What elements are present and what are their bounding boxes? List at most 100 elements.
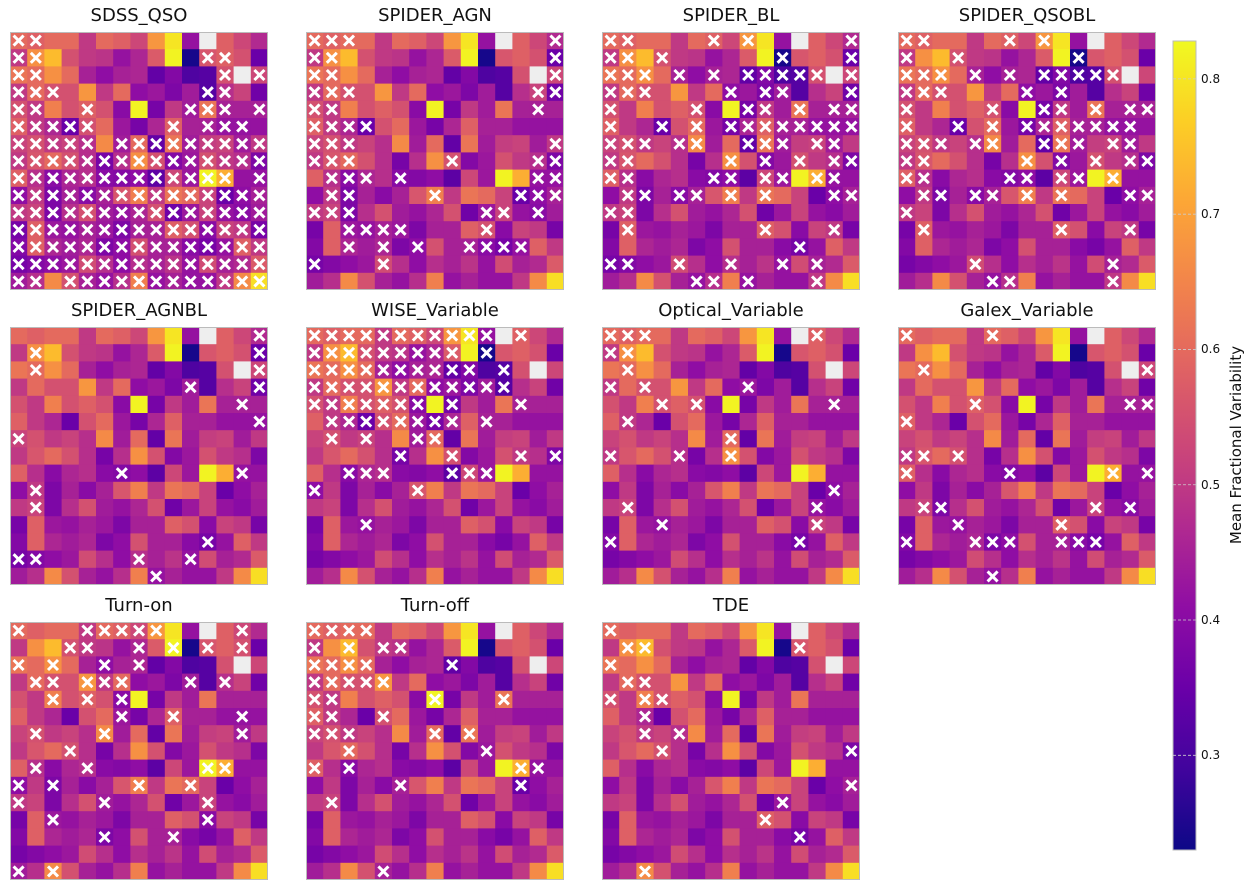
heatmap-cell [78,378,97,397]
x-marker [1089,103,1102,116]
heatmap-cell [340,828,358,846]
heatmap-cell [409,708,427,726]
heatmap-cell [529,221,548,239]
heatmap-cell [182,811,200,829]
heatmap-cell [825,811,844,829]
heatmap-cell [1070,152,1088,170]
heatmap-cell [1052,327,1071,345]
x-marker [810,329,824,342]
x-marker [201,189,214,202]
x-marker [638,710,652,723]
x-marker [934,137,948,150]
heatmap-cell [426,221,444,239]
heatmap-cell [984,255,1002,274]
heatmap-cell [602,413,620,431]
heatmap-cell [546,845,564,864]
heatmap-cell [966,152,985,170]
x-marker [184,137,197,150]
x-marker [532,762,545,775]
heatmap-cell [426,255,444,274]
heatmap-cell [619,794,637,812]
heatmap-cell [478,862,496,880]
heatmap-cell [825,499,844,517]
heatmap-cell [495,516,513,534]
heatmap-cell [216,413,234,431]
heatmap-cell [705,811,723,829]
heatmap-cell [1052,567,1071,585]
heatmap-cell [1070,100,1088,119]
heatmap-cell [182,464,200,483]
heatmap-cell [426,464,444,483]
heatmap-cell [705,100,723,119]
heatmap-cell [392,845,410,864]
heatmap-cell [495,811,513,829]
x-marker [360,624,373,637]
panel-title: Turn-on [105,595,173,616]
heatmap-cell [512,32,530,50]
heatmap-cell [409,759,427,778]
heatmap-cell [529,811,548,829]
heatmap-cell [670,49,689,67]
heatmap-cell [164,725,183,743]
heatmap-cell [529,639,548,657]
heatmap-cell [374,622,393,640]
heatmap-cell [512,100,530,119]
x-marker [1020,154,1034,168]
heatmap-cell [1070,395,1088,414]
heatmap-cell [774,464,792,483]
x-marker [342,189,356,202]
heatmap-cell [774,811,792,829]
heatmap-cell [791,327,809,345]
heatmap-cell [216,447,234,465]
heatmap-cell [460,344,479,362]
x-marker [184,206,197,219]
heatmap-cell [164,550,183,569]
x-marker [690,189,703,202]
heatmap-cell [374,83,393,102]
heatmap-cell [825,378,844,397]
heatmap-cell [44,499,62,517]
heatmap-cell [688,413,706,431]
heatmap-cell [1070,499,1088,517]
heatmap-cell [78,567,97,585]
heatmap-cell [409,550,427,569]
x-marker [377,240,390,254]
x-marker [236,398,249,411]
heatmap-cell [164,622,183,640]
heatmap-cell [61,481,80,500]
heatmap-cell [392,550,410,569]
x-marker [514,240,528,254]
heatmap-cell [722,862,740,880]
heatmap-cell [636,238,654,256]
heatmap-cell [1070,378,1088,397]
x-marker [532,172,545,185]
heatmap-cell [619,862,637,880]
heatmap-cell [374,533,393,551]
heatmap-cell [791,395,809,414]
x-marker [81,154,94,168]
heatmap-cell [1001,49,1019,67]
heatmap-cell [96,83,114,102]
colorbar-tick-label: 0.5 [1201,477,1221,492]
heatmap-cell [619,567,637,585]
heatmap-cell [1087,567,1105,585]
x-marker [604,346,617,359]
heatmap-cell [670,464,689,483]
heatmap-cell [653,550,672,569]
x-marker [724,154,738,168]
heatmap-cell [1087,430,1105,448]
x-marker [98,154,111,168]
heatmap-cell [756,413,775,431]
heatmap-cell [1121,550,1140,569]
heatmap-cell [233,378,252,397]
heatmap-cell [774,708,792,726]
heatmap-cell [1018,395,1036,414]
x-marker [638,189,652,202]
colorbar-tick-label: 0.3 [1201,748,1221,763]
heatmap-cell [705,481,723,500]
heatmap-cell [323,567,341,585]
heatmap-cell [1052,430,1071,448]
heatmap-cell [340,811,358,829]
heatmap-cell [791,794,809,812]
heatmap-cell [323,533,341,551]
